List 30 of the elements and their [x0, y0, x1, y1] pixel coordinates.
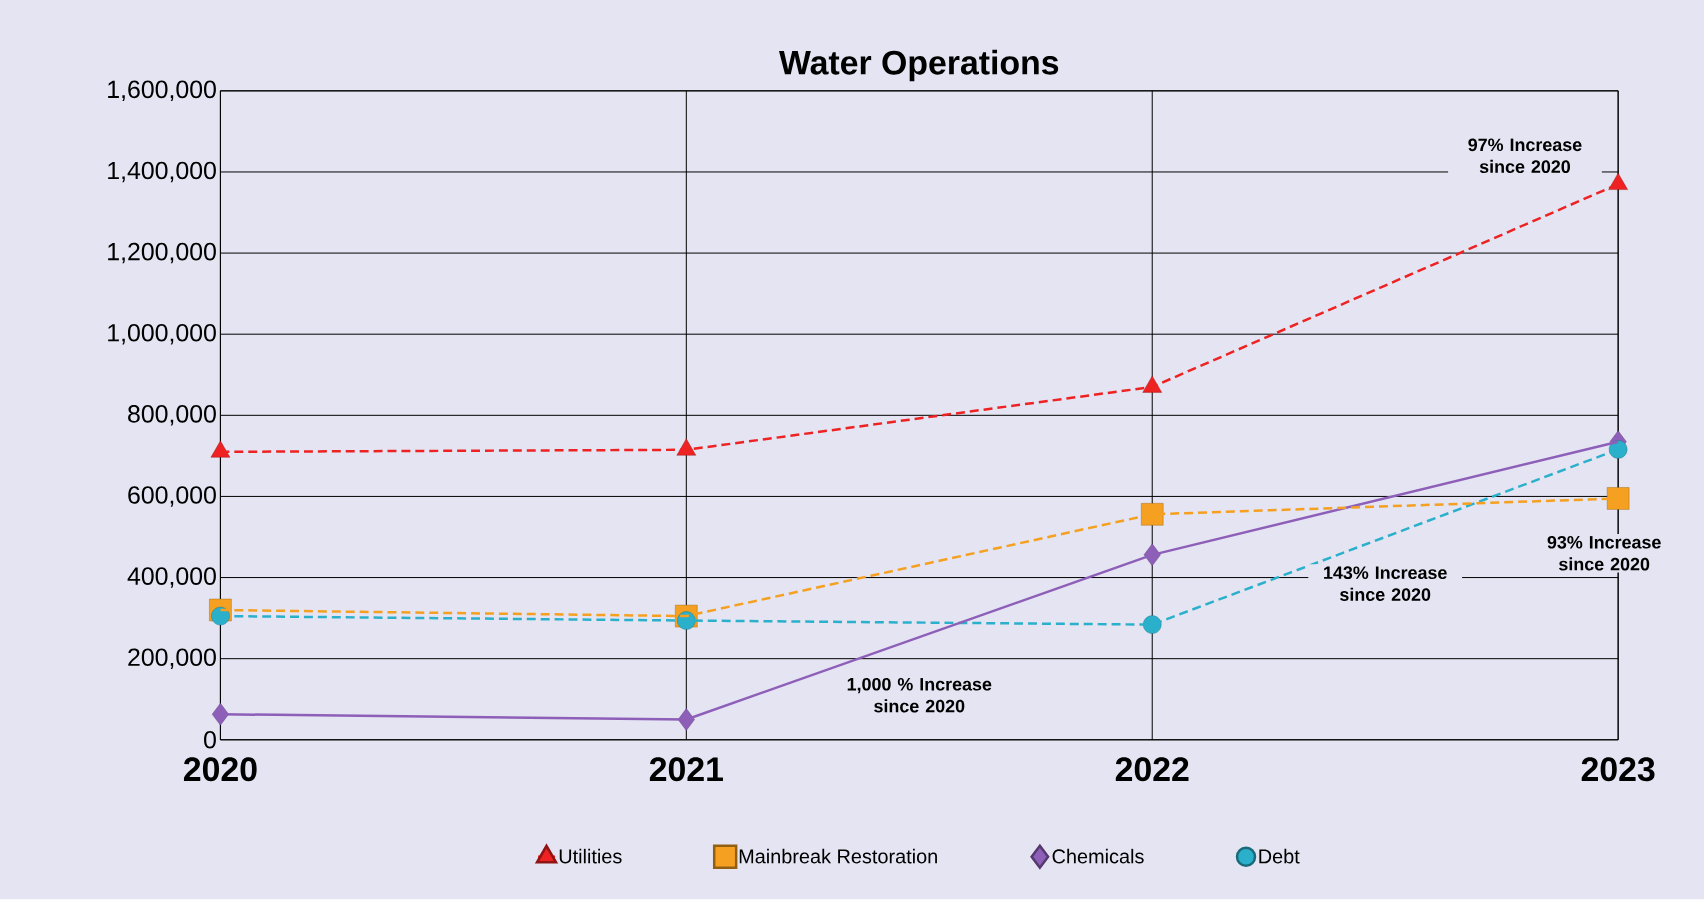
annotation: 93% Increase since 2020 [1547, 536, 1661, 571]
y-tick-label: 800,000 [128, 405, 216, 426]
point [1606, 487, 1630, 510]
y-tick-label: 600,000 [128, 486, 216, 507]
annotation: 143% Increase since 2020 [1324, 566, 1447, 602]
y-tick-label: 1,400,000 [108, 161, 216, 183]
y-tick-label: 1,000,000 [108, 324, 216, 345]
legend-label: Debt [1259, 849, 1300, 864]
x-tick-label: 2022 [1115, 757, 1189, 782]
chart-title: Water Operations [779, 50, 1059, 82]
y-tick-label: 400,000 [127, 567, 216, 589]
y-tick-label: 200,000 [128, 648, 216, 670]
point [211, 607, 230, 626]
legend-label: Mainbreak Restoration [739, 849, 937, 864]
point [1608, 173, 1628, 191]
x-tick-label: 2021 [649, 757, 723, 782]
point [1608, 440, 1628, 459]
legend-label: Chemicals [1052, 849, 1144, 864]
point [211, 703, 229, 726]
y-tick-label: 1,200,000 [108, 243, 216, 264]
annotation: 1,000 % Increase since 2020 [847, 678, 992, 713]
legend-label: Utilities [559, 849, 622, 864]
point [1143, 615, 1162, 635]
annotation: 97% Increase since 2020 [1468, 138, 1582, 174]
y-tick-label: 1,600,000 [108, 80, 216, 102]
x-tick-label: 2023 [1581, 757, 1655, 782]
point [1141, 503, 1164, 526]
point [1143, 543, 1161, 567]
y-tick-label: 0 [204, 731, 216, 749]
x-tick-label: 2020 [183, 757, 257, 782]
